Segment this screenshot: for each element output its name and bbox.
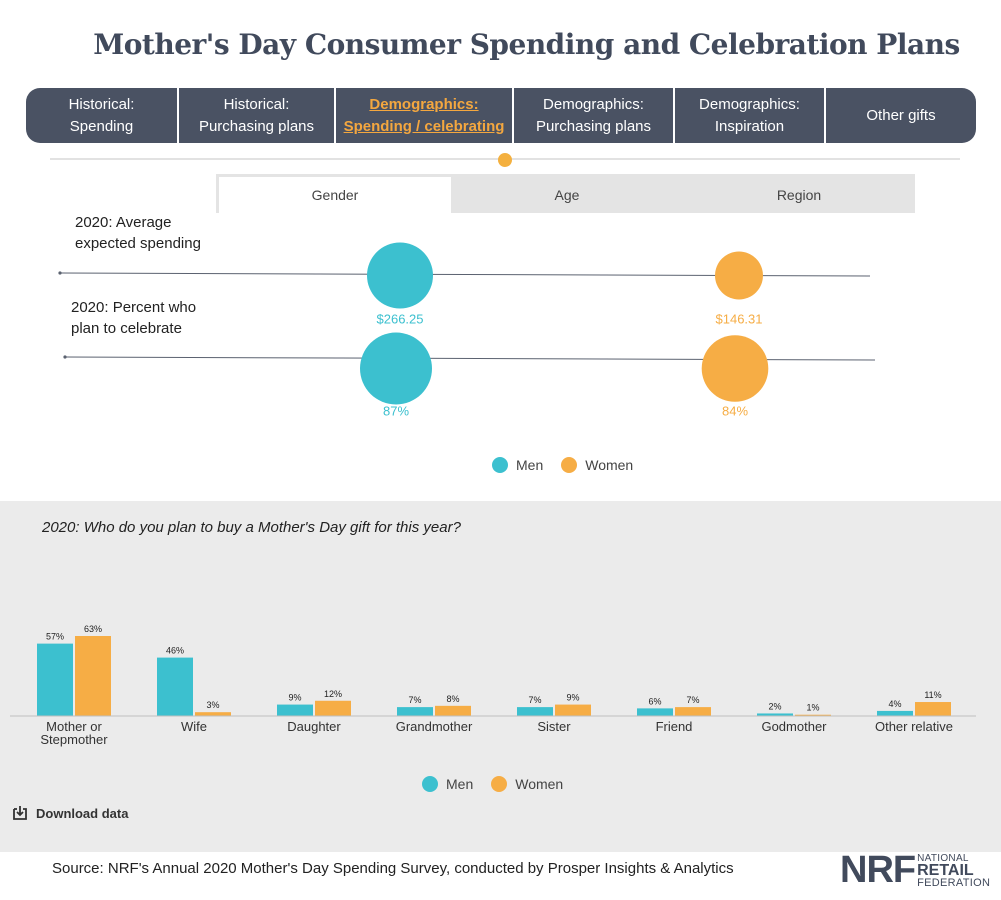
category-label: Godmother <box>761 719 827 734</box>
bar-legend-item-women: Women <box>491 776 563 792</box>
bar-value-label: 2% <box>768 701 781 711</box>
legend-swatch-women <box>561 457 578 473</box>
download-data-button[interactable]: Download data <box>12 805 128 821</box>
demographic-subtabs: Gender Age Region <box>216 174 915 213</box>
bar-women <box>555 704 591 716</box>
category-label: Other relative <box>875 719 953 734</box>
logo-wordmark: NATIONAL RETAIL FEDERATION <box>917 853 990 889</box>
bar-value-label: 6% <box>648 696 661 706</box>
bar-value-label: 8% <box>446 694 459 704</box>
legend-label-women: Women <box>585 457 634 473</box>
bubble-label-women: 84% <box>722 404 748 419</box>
bar-value-label: 9% <box>288 693 301 703</box>
bar-value-label: 7% <box>528 695 541 705</box>
bar-women <box>435 705 471 716</box>
bubble-label-women: $146.31 <box>716 312 763 327</box>
bar-value-label: 9% <box>566 693 579 703</box>
bar-value-label: 1% <box>806 703 819 713</box>
subtab-gender[interactable]: Gender <box>219 177 451 213</box>
tab-demographics-inspiration[interactable]: Demographics: Inspiration <box>675 88 826 143</box>
subtab-region[interactable]: Region <box>776 187 822 203</box>
tab-demographics-spending-celebrating[interactable]: Demographics: Spending / celebrating <box>336 88 514 143</box>
bar-value-label: 7% <box>408 695 421 705</box>
row-label-spending-line1: 2020: Average <box>75 214 172 231</box>
logo-line-federation: FEDERATION <box>917 877 991 889</box>
row-axis-start <box>58 271 62 275</box>
logo-line-national: NATIONAL <box>917 853 969 864</box>
download-data-label: Download data <box>36 805 129 821</box>
category-label: Daughter <box>287 719 341 734</box>
bar-women <box>915 702 951 716</box>
bar-men <box>757 713 793 716</box>
bar-value-label: 57% <box>46 632 64 642</box>
category-label: Sister <box>537 719 571 734</box>
bar-women <box>75 636 111 716</box>
bar-legend-swatch-men <box>422 776 438 792</box>
logo-line-retail: RETAIL <box>917 862 974 879</box>
bar-women <box>195 712 231 716</box>
legend-label-men: Men <box>516 457 544 473</box>
section-nav: Historical: Spending Historical: Purchas… <box>26 88 976 143</box>
tab-historical-purchasing-plans[interactable]: Historical: Purchasing plans <box>179 88 336 143</box>
bubble-women <box>715 251 763 300</box>
page-title: Mother's Day Consumer Spending and Celeb… <box>93 28 960 61</box>
bubble-men <box>367 242 433 309</box>
bubble-men <box>360 332 432 405</box>
download-icon <box>13 806 27 820</box>
gift-recipient-panel: 2020: Who do you plan to buy a Mother's … <box>0 501 1001 852</box>
bar-men <box>277 704 313 716</box>
bubble-women <box>701 335 769 402</box>
bar-value-label: 12% <box>324 689 342 699</box>
category-label: Grandmother <box>396 719 473 734</box>
source-note: Source: NRF's Annual 2020 Mother's Day S… <box>52 860 734 877</box>
row-label-celebrate-line1: 2020: Percent who <box>71 299 197 316</box>
row-label-celebrate: 2020: Percent who plan to celebrate <box>71 297 196 339</box>
row-label-celebrate-line2: plan to celebrate <box>71 320 182 337</box>
bar-legend-label-women: Women <box>515 776 564 792</box>
bar-chart-title: 2020: Who do you plan to buy a Mother's … <box>42 519 461 536</box>
bubble-label-men: 87% <box>383 404 409 419</box>
legend-swatch-men <box>492 457 508 473</box>
bar-value-label: 11% <box>924 690 941 700</box>
logo-mark: NRF <box>840 849 916 891</box>
nrf-logo: NRF NATIONAL RETAIL FEDERATION <box>840 849 990 891</box>
bar-legend-label-men: Men <box>446 776 474 792</box>
row-label-spending-line2: expected spending <box>75 235 201 252</box>
tab-historical-spending[interactable]: Historical: Spending <box>26 88 179 143</box>
bar-value-label: 3% <box>206 700 219 710</box>
tab-other-gifts[interactable]: Other gifts <box>866 106 936 124</box>
bar-men <box>37 643 73 716</box>
tab-demographics-purchasing-plans[interactable]: Demographics: Purchasing plans <box>514 88 675 143</box>
bubble-label-men: $266.25 <box>377 312 424 327</box>
bar-value-label: 63% <box>84 624 102 634</box>
bar-men <box>517 707 553 716</box>
bar-women <box>675 707 711 716</box>
bar-legend-item-men: Men <box>422 776 473 792</box>
gender-bubble-chart: $266.25 $146.31 87% 84% <box>58 242 876 419</box>
category-label: Mother or <box>46 719 102 734</box>
bar-men <box>637 708 673 716</box>
gender-legend: Men Women <box>492 457 651 473</box>
legend-item-women: Women <box>561 457 633 473</box>
category-label: Wife <box>181 719 207 734</box>
bar-value-label: 7% <box>686 695 699 705</box>
bar-men <box>877 710 913 716</box>
bar-legend: Men Women <box>422 776 581 792</box>
subtab-age[interactable]: Age <box>554 187 580 203</box>
row-axis-start <box>63 355 67 359</box>
bar-men <box>157 657 193 716</box>
bar-value-label: 46% <box>166 646 184 656</box>
row-label-spending: 2020: Average expected spending <box>75 212 201 254</box>
bar-legend-swatch-women <box>491 776 508 792</box>
progress-indicator <box>498 153 512 167</box>
bar-women <box>795 714 831 716</box>
category-label: Friend <box>656 719 693 734</box>
bar-value-label: 4% <box>888 699 901 709</box>
legend-item-men: Men <box>492 457 543 473</box>
bar-men <box>397 707 433 716</box>
category-label: Stepmother <box>40 732 108 747</box>
bar-women <box>315 700 351 716</box>
